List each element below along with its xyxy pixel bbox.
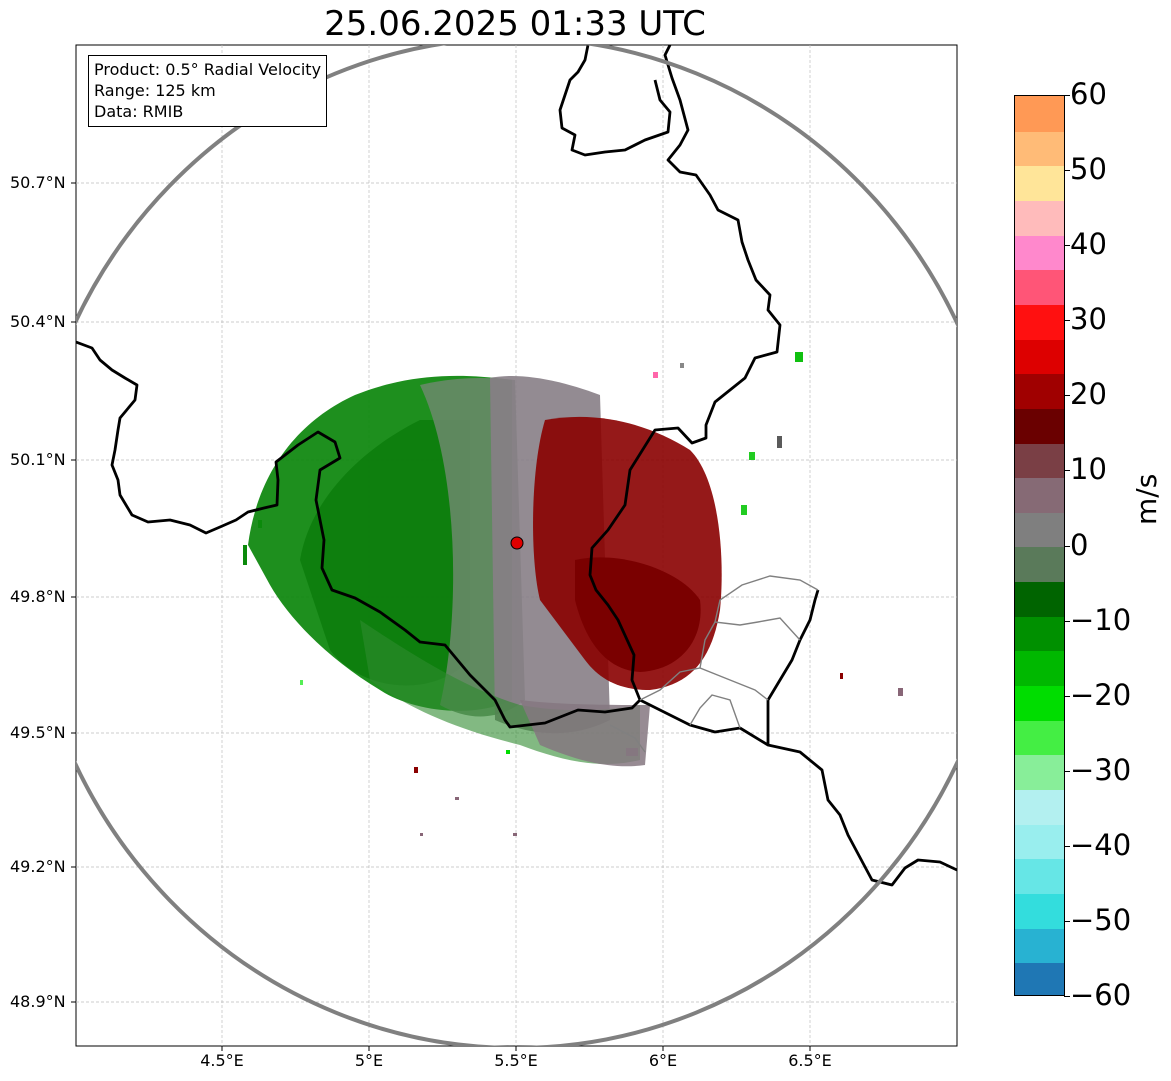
colorbar-band xyxy=(1015,130,1064,167)
colorbar-band xyxy=(1015,719,1064,756)
colorbar-tick-label: 40 xyxy=(1070,227,1107,262)
colorbar-tick-label: 60 xyxy=(1070,77,1107,111)
colorbar-tick-mark xyxy=(1064,245,1070,247)
colorbar-band xyxy=(1015,511,1064,548)
colorbar-band xyxy=(1015,373,1064,409)
colorbar-band xyxy=(1015,199,1064,236)
lat-tick-label: 48.9°N xyxy=(10,992,66,1011)
velocity-colorbar xyxy=(1014,95,1065,996)
map-title: 25.06.2025 01:33 UTC xyxy=(324,4,706,44)
colorbar-band xyxy=(1015,338,1064,375)
lon-tick-label: 5°E xyxy=(354,1051,384,1070)
colorbar-band xyxy=(1015,962,1064,995)
lat-tick-label: 50.4°N xyxy=(10,312,66,331)
colorbar-tick-label: 20 xyxy=(1070,377,1107,412)
colorbar-tick-mark xyxy=(1064,920,1070,922)
country-borders xyxy=(76,45,957,887)
product-info-box: Product: 0.5° Radial Velocity Range: 125… xyxy=(88,55,328,127)
lon-tick-label: 6°E xyxy=(648,1051,678,1070)
colorbar-tick-label: −10 xyxy=(1070,602,1132,637)
colorbar-band xyxy=(1015,442,1064,479)
colorbar-unit-label: m/s xyxy=(1130,473,1163,525)
colorbar-band xyxy=(1015,927,1064,964)
colorbar-tick-mark xyxy=(1064,845,1070,847)
colorbar-band xyxy=(1015,754,1064,791)
data-source-label: Data: RMIB xyxy=(94,102,184,121)
colorbar-band xyxy=(1015,407,1064,444)
lon-tick-label: 5.5°E xyxy=(494,1051,538,1070)
colorbar-tick-label: 30 xyxy=(1070,302,1107,337)
colorbar-tick-mark xyxy=(1064,170,1070,172)
colorbar-tick-label: 0 xyxy=(1070,527,1089,562)
colorbar-tick-mark xyxy=(1064,620,1070,622)
range-label: Range: 125 km xyxy=(94,81,216,100)
colorbar-tick-mark xyxy=(1064,470,1070,472)
velocity-echoes xyxy=(243,352,903,836)
lon-tick-label: 4.5°E xyxy=(200,1051,244,1070)
colorbar-band xyxy=(1015,858,1064,895)
colorbar-band xyxy=(1015,96,1064,132)
lat-tick-label: 50.7°N xyxy=(10,173,66,192)
radar-site-marker[interactable] xyxy=(510,536,524,550)
lon-tick-label: 6.5°E xyxy=(788,1051,832,1070)
colorbar-band xyxy=(1015,165,1064,201)
colorbar-tick-mark xyxy=(1064,695,1070,697)
colorbar-tick-mark xyxy=(1064,320,1070,322)
colorbar-band xyxy=(1015,650,1064,687)
colorbar-band xyxy=(1015,823,1064,860)
axis-ticks xyxy=(71,182,811,1051)
colorbar-tick-mark xyxy=(1064,95,1070,96)
colorbar-tick-label: −30 xyxy=(1070,752,1132,787)
colorbar-band xyxy=(1015,615,1064,652)
colorbar-tick-label: −50 xyxy=(1070,902,1132,937)
colorbar-band xyxy=(1015,234,1064,271)
colorbar-tick-mark xyxy=(1064,395,1070,397)
colorbar-band xyxy=(1015,685,1064,721)
colorbar-tick-label: 10 xyxy=(1070,452,1107,487)
region-borders xyxy=(609,575,819,753)
lat-tick-label: 49.8°N xyxy=(10,587,66,606)
lat-tick-label: 49.2°N xyxy=(10,857,66,876)
lat-tick-label: 50.1°N xyxy=(10,450,66,469)
colorbar-band xyxy=(1015,546,1064,583)
colorbar-band xyxy=(1015,477,1064,513)
colorbar-band xyxy=(1015,893,1064,929)
colorbar-band xyxy=(1015,269,1064,305)
colorbar-tick-mark xyxy=(1064,770,1070,772)
colorbar-tick-label: −60 xyxy=(1070,978,1132,1012)
colorbar-band xyxy=(1015,303,1064,340)
colorbar-tick-label: 50 xyxy=(1070,152,1107,187)
colorbar-tick-label: −40 xyxy=(1070,827,1132,862)
product-label: Product: 0.5° Radial Velocity xyxy=(94,60,322,79)
colorbar-band xyxy=(1015,581,1064,617)
colorbar-tick-label: −20 xyxy=(1070,677,1132,712)
colorbar-band xyxy=(1015,789,1064,825)
colorbar-tick-mark xyxy=(1064,996,1070,997)
colorbar-tick-mark xyxy=(1064,545,1070,547)
lat-tick-label: 49.5°N xyxy=(10,723,66,742)
